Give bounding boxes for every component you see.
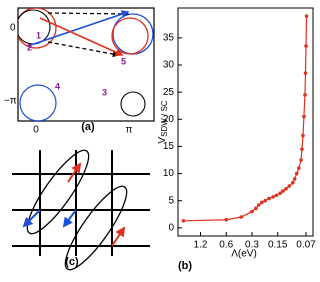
spin-arrow: [67, 162, 82, 183]
x-tick-label: 0.07: [296, 240, 316, 251]
point: [292, 177, 297, 181]
nesting-arrow: [47, 41, 120, 58]
x-tick-label: 0.3: [245, 240, 259, 251]
panel-label: (a): [81, 121, 95, 133]
spin-arrow: [111, 226, 126, 247]
point: [299, 158, 303, 162]
axis-label: 0: [33, 125, 39, 136]
fermi-pocket: [112, 13, 154, 55]
point: [254, 206, 258, 211]
point: [267, 196, 271, 201]
pair-ellipse: [26, 149, 90, 235]
y-axis-label: VSDW / SC: [157, 100, 169, 143]
spin-arrow: [62, 209, 77, 228]
axis-label: 0: [10, 23, 16, 34]
point: [304, 14, 309, 18]
point: [284, 186, 288, 191]
scattering-arrow: [39, 17, 124, 57]
point: [263, 198, 268, 203]
point: [303, 71, 308, 75]
axis-label: π: [126, 125, 133, 136]
point: [290, 181, 295, 185]
plot-frame: [177, 7, 314, 237]
x-axis-label: Λ(eV): [231, 249, 257, 260]
nesting-arrow: [47, 10, 130, 18]
panel-b: VSDW / SC Λ(eV) (b): [157, 100, 257, 272]
point: [294, 171, 299, 176]
series-line: [183, 16, 308, 222]
frame: [17, 7, 155, 122]
fermi-pocket: [111, 17, 149, 55]
y-tick-label: 20: [163, 114, 175, 125]
point: [250, 209, 254, 214]
y-tick-label: 0: [168, 222, 174, 233]
y-tick-label: 10: [163, 168, 175, 179]
point: [278, 191, 283, 195]
fermi-pocket: [18, 9, 51, 45]
y-tick-label: 5: [168, 195, 174, 206]
point-label: 3: [102, 87, 107, 97]
point: [256, 203, 261, 207]
point: [304, 44, 308, 48]
point: [281, 189, 285, 193]
fermi-pocket: [120, 91, 146, 117]
y-axis-label-sub: SDW / SC: [160, 100, 169, 137]
fermi-pocket: [18, 8, 57, 49]
point: [239, 215, 244, 219]
panel-label: (b): [178, 260, 192, 272]
fermi-pocket: [19, 84, 57, 121]
axis-label: −π: [4, 96, 17, 107]
point: [287, 184, 292, 188]
scattering-arrow: [27, 10, 130, 47]
spin-arrow: [22, 209, 41, 228]
point: [303, 93, 307, 97]
x-tick-label: 1.2: [194, 240, 208, 251]
panel-c: [12, 149, 150, 271]
point-label: 5: [121, 56, 126, 66]
point-label: 4: [55, 81, 60, 91]
point: [297, 166, 301, 170]
y-tick-label: 25: [163, 87, 175, 98]
point: [260, 200, 264, 205]
point-label: 1: [36, 30, 41, 40]
point: [224, 217, 229, 222]
point: [302, 114, 306, 119]
panel-a: 0 −π 0 π 1 2 3 4 5 (a): [4, 7, 155, 136]
point-label: 2: [27, 42, 32, 52]
point: [271, 195, 275, 199]
y-tick-label: 35: [163, 32, 175, 43]
y-tick-label: 15: [163, 141, 175, 152]
x-tick-label: 0.15: [268, 240, 288, 251]
y-tick-label: 30: [163, 60, 175, 71]
point: [274, 193, 279, 198]
x-tick-label: 0.6: [219, 240, 233, 251]
point: [301, 133, 305, 138]
y-axis-label-main: V: [157, 137, 168, 144]
point: [181, 219, 186, 223]
pair-ellipse: [64, 185, 128, 271]
panel-label: (c): [65, 256, 79, 268]
point: [300, 147, 304, 151]
